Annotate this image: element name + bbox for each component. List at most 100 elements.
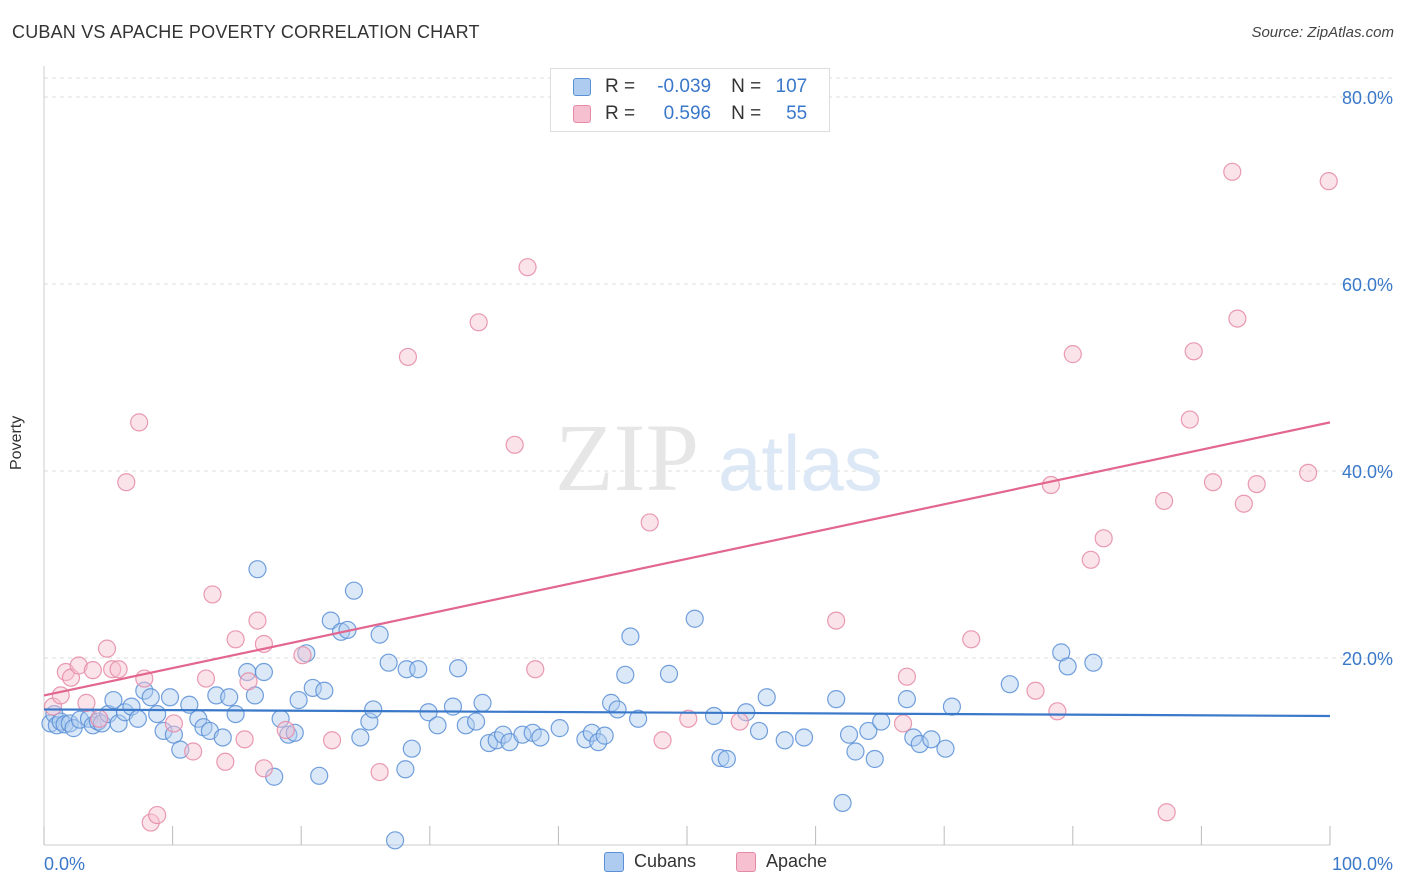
apache-point: [897, 667, 917, 686]
apache-point: [1081, 550, 1100, 569]
legend-n-label: N =: [731, 103, 762, 124]
apache-point: [293, 646, 312, 665]
y-tick-label: 80.0%: [1342, 88, 1393, 108]
apache-trendline: [43, 421, 1331, 697]
apache-point: [640, 513, 659, 532]
apache-point: [893, 714, 913, 733]
apache-point: [164, 714, 183, 733]
cubans-point: [550, 719, 569, 738]
cubans-point: [370, 625, 389, 644]
cubans-point: [704, 706, 724, 726]
watermark-atlas: atlas: [718, 419, 883, 507]
apache-point: [235, 730, 254, 749]
cubans-point: [409, 660, 428, 679]
cubans-point: [659, 664, 679, 683]
cubans-point: [872, 712, 891, 731]
cubans-point: [827, 690, 846, 709]
cubans-point: [220, 688, 239, 707]
cubans-point: [494, 725, 513, 744]
cubans-point: [248, 560, 267, 579]
cubans-point: [711, 748, 730, 768]
source-label: Source: ZipAtlas.com: [1251, 24, 1394, 41]
y-tick-label: 20.0%: [1342, 649, 1393, 669]
axes: [43, 66, 1331, 846]
apache-point: [1203, 473, 1223, 492]
cubans-point: [254, 662, 274, 682]
apache-point: [117, 473, 136, 492]
apache-swatch-icon: [573, 105, 591, 123]
apache-point: [526, 660, 545, 679]
apache-point: [679, 709, 698, 728]
apache-point: [1048, 702, 1067, 721]
apache-point: [653, 731, 672, 750]
cubans-point: [351, 728, 370, 747]
apache-point: [518, 258, 537, 277]
cubans-point: [936, 739, 955, 758]
cubans-legend-icon: [604, 851, 624, 872]
cubans-point: [531, 728, 550, 747]
bottom-legend-apache: Apache: [736, 851, 827, 872]
apache-point: [254, 759, 274, 778]
apache-point: [1247, 474, 1266, 494]
apache-point: [148, 805, 167, 825]
cubans-point: [154, 721, 173, 741]
cubans-point: [109, 714, 128, 733]
cubans-point: [1084, 653, 1103, 672]
y-axis-label: Poverty: [8, 415, 25, 470]
apache-point: [1155, 491, 1174, 511]
apache-point: [97, 639, 117, 658]
cubans-point: [466, 712, 486, 731]
apache-legend-label: Apache: [766, 851, 828, 871]
apache-legend-icon: [736, 851, 756, 872]
cubans-point: [364, 700, 383, 719]
legend-r-value: 0.596: [663, 103, 712, 124]
apache-point: [1041, 475, 1061, 495]
cubans-point: [226, 704, 245, 724]
cubans-point: [589, 733, 608, 752]
apache-point: [51, 686, 70, 705]
legend-row-cubans: R = -0.039 N = 107: [573, 74, 807, 100]
tick-labels: 20.0% 40.0% 60.0% 80.0% 0.0% 100.0%: [44, 88, 1393, 874]
correlation-legend: R = -0.039 N = 107 R = 0.596 N = 55: [550, 68, 830, 132]
apache-point: [203, 585, 222, 604]
apache-point: [248, 611, 267, 630]
legend-r-value: -0.039: [657, 76, 712, 97]
cubans-point: [104, 690, 123, 710]
apache-point: [83, 661, 102, 680]
apache-point: [69, 656, 88, 675]
cubans-point: [310, 766, 329, 785]
cubans-point: [859, 721, 878, 741]
apache-point: [398, 347, 418, 367]
cubans-point: [757, 688, 776, 707]
cubans-point: [904, 728, 923, 747]
apache-point: [1180, 410, 1199, 429]
apache-point: [469, 313, 488, 332]
cubans-point: [148, 704, 167, 724]
apache-point: [141, 813, 160, 832]
cubans-point: [402, 739, 421, 758]
cubans-point: [833, 793, 852, 813]
apache-point: [1063, 345, 1082, 364]
cubans-trendline: [43, 708, 1331, 718]
cubans-point: [910, 734, 929, 754]
cubans-point: [344, 581, 364, 600]
apache-point: [1319, 172, 1338, 191]
cubans-point: [473, 693, 492, 712]
cubans-point: [180, 695, 199, 714]
cubans-point: [303, 678, 322, 698]
cubans-point: [385, 831, 405, 850]
cubans-point: [1058, 657, 1077, 676]
apache-point: [1026, 681, 1045, 700]
gridlines: [44, 77, 1392, 659]
cubans-point: [456, 716, 475, 735]
cubans-point: [775, 731, 794, 750]
cubans-point: [717, 749, 736, 769]
cubans-point: [629, 709, 648, 728]
watermark-zip: ZIP: [555, 404, 699, 511]
apache-point: [1299, 463, 1318, 482]
apache-point: [184, 742, 203, 761]
cubans-point: [128, 709, 147, 728]
apache-point: [827, 611, 846, 630]
apache-point: [1184, 342, 1203, 361]
